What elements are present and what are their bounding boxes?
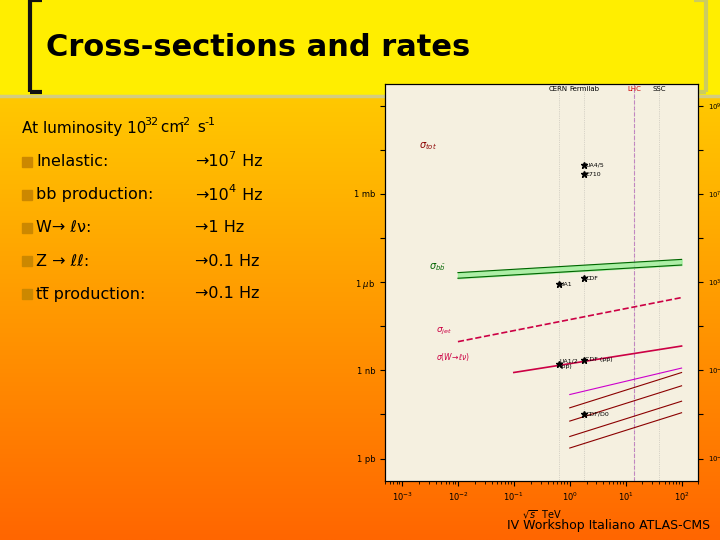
- Text: Fermilab: Fermilab: [569, 86, 599, 92]
- Text: UA1: UA1: [559, 282, 572, 287]
- Text: CDF (pp̄): CDF (pp̄): [585, 357, 613, 362]
- Text: 7: 7: [228, 151, 235, 161]
- Text: bb production:: bb production:: [36, 187, 153, 202]
- Text: →0.1 Hz: →0.1 Hz: [195, 253, 259, 268]
- Text: CDF: CDF: [585, 276, 598, 281]
- Text: CDF/D0: CDF/D0: [585, 412, 609, 417]
- Text: →1 Hz: →1 Hz: [195, 220, 244, 235]
- Text: →0.1 Hz: →0.1 Hz: [195, 287, 259, 301]
- Text: 4: 4: [228, 184, 235, 194]
- Text: -1: -1: [204, 117, 215, 127]
- Bar: [22, 223, 32, 233]
- Text: SSC: SSC: [652, 86, 666, 92]
- Text: Z → ℓℓ:: Z → ℓℓ:: [36, 253, 89, 268]
- Bar: [22, 289, 32, 299]
- Text: Hz: Hz: [237, 187, 263, 202]
- Text: -2: -2: [179, 117, 190, 127]
- Text: $\sigma_{b\bar{b}}$: $\sigma_{b\bar{b}}$: [428, 261, 445, 273]
- Text: CERN: CERN: [549, 86, 568, 92]
- Bar: [22, 157, 32, 167]
- Text: UA1/2
(pp̄): UA1/2 (pp̄): [559, 359, 578, 369]
- Text: At luminosity 10: At luminosity 10: [22, 120, 146, 136]
- Bar: [0, 0, 720, 94]
- Text: Cross-sections and rates: Cross-sections and rates: [46, 32, 470, 62]
- Text: cm: cm: [156, 120, 184, 136]
- Text: →10: →10: [195, 187, 229, 202]
- Text: $\sigma(W\!\to\!\ell\nu)$: $\sigma(W\!\to\!\ell\nu)$: [436, 351, 469, 363]
- Bar: [22, 190, 32, 200]
- Text: s: s: [193, 120, 206, 136]
- Text: $\sigma_{jet}$: $\sigma_{jet}$: [436, 326, 451, 338]
- Text: Hz: Hz: [237, 154, 263, 170]
- Text: W→ ℓν:: W→ ℓν:: [36, 220, 91, 235]
- Text: 32: 32: [144, 117, 158, 127]
- Text: UA4/5: UA4/5: [585, 163, 604, 168]
- Text: →10: →10: [195, 154, 229, 170]
- Text: LHC: LHC: [627, 86, 641, 92]
- Text: Inelastic:: Inelastic:: [36, 154, 109, 170]
- Bar: [22, 256, 32, 266]
- Text: E710: E710: [585, 172, 600, 177]
- X-axis label: $\sqrt{s}$  TeV: $\sqrt{s}$ TeV: [521, 508, 562, 521]
- Text: $\sigma_{tot}$: $\sigma_{tot}$: [419, 140, 437, 152]
- Text: IV Workshop Italiano ATLAS-CMS: IV Workshop Italiano ATLAS-CMS: [507, 519, 710, 532]
- Text: tt̅ production:: tt̅ production:: [36, 287, 145, 301]
